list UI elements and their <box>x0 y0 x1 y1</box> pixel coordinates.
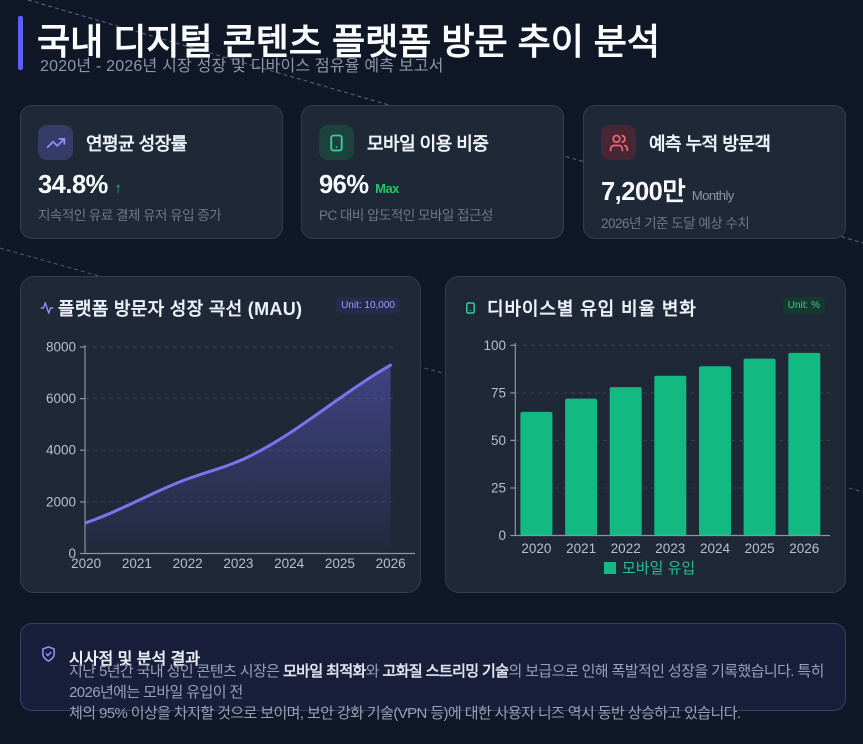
svg-text:75: 75 <box>491 385 506 400</box>
svg-text:2025: 2025 <box>325 556 355 571</box>
svg-text:2023: 2023 <box>223 556 253 571</box>
svg-text:8000: 8000 <box>46 340 76 355</box>
svg-text:2020: 2020 <box>521 541 551 556</box>
svg-text:0: 0 <box>68 546 76 561</box>
svg-text:2024: 2024 <box>274 556 305 571</box>
svg-text:6000: 6000 <box>46 391 76 406</box>
svg-text:2025: 2025 <box>745 541 775 556</box>
svg-text:2000: 2000 <box>46 495 76 510</box>
svg-text:50: 50 <box>491 433 506 448</box>
svg-text:2026: 2026 <box>789 541 819 556</box>
svg-text:2021: 2021 <box>122 556 152 571</box>
svg-text:0: 0 <box>498 528 506 543</box>
svg-text:2022: 2022 <box>611 541 641 556</box>
svg-text:2021: 2021 <box>566 541 596 556</box>
svg-text:2023: 2023 <box>655 541 685 556</box>
svg-text:4000: 4000 <box>46 443 76 458</box>
svg-text:25: 25 <box>491 481 506 496</box>
svg-text:2022: 2022 <box>173 556 203 571</box>
svg-text:2020: 2020 <box>71 556 101 571</box>
svg-text:2026: 2026 <box>376 556 406 571</box>
svg-text:100: 100 <box>483 338 506 353</box>
svg-text:모바일 유입: 모바일 유입 <box>622 560 695 577</box>
svg-text:2024: 2024 <box>700 541 731 556</box>
